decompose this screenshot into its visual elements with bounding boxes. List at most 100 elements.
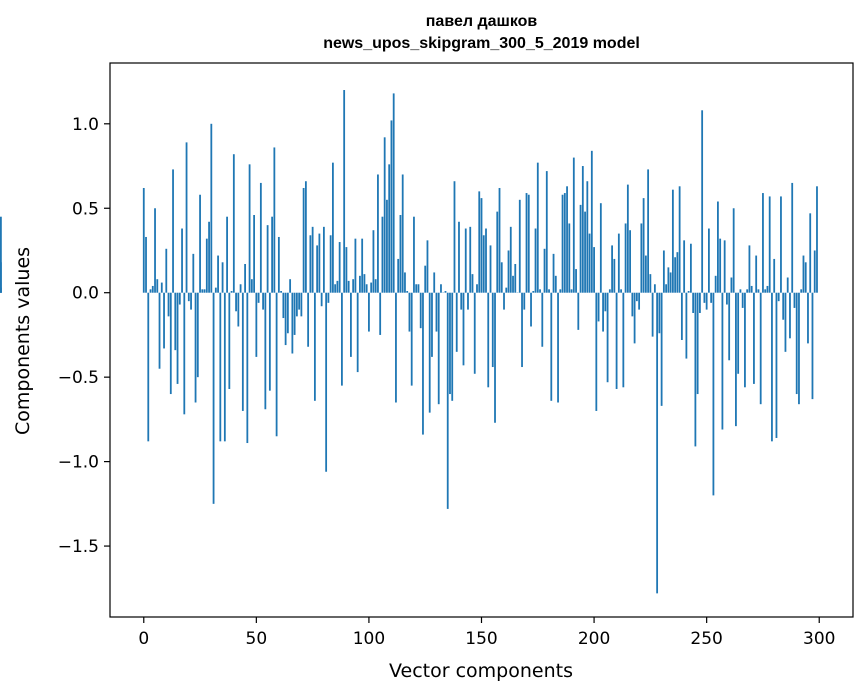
bar-87 xyxy=(338,242,341,293)
bar-25 xyxy=(199,194,201,293)
bar-97 xyxy=(361,238,364,293)
bar-281 xyxy=(775,292,778,438)
bar-57 xyxy=(271,216,274,293)
bar-69 xyxy=(298,292,301,310)
bar-190 xyxy=(570,289,573,293)
bar-232 xyxy=(665,284,668,293)
bar-153 xyxy=(487,292,490,388)
bar-83 xyxy=(329,235,332,293)
bar-251 xyxy=(708,228,710,293)
bar-192 xyxy=(575,269,577,293)
bar-292 xyxy=(800,289,803,293)
bar-185 xyxy=(559,289,562,293)
bar-54 xyxy=(264,292,267,410)
bar-101 xyxy=(370,282,373,293)
bar-39 xyxy=(230,291,233,293)
x-axis: 0 50 100 150 200 250 300 xyxy=(138,617,835,649)
bar-79 xyxy=(320,292,323,307)
bar-278 xyxy=(768,196,771,293)
bar-67 xyxy=(293,292,296,335)
chart-title-line-2: news_upos_skipgram_300_5_2019 model xyxy=(323,35,640,52)
bar-74 xyxy=(309,235,312,293)
bar-41 xyxy=(235,292,237,312)
bar-202 xyxy=(597,292,600,322)
bar-216 xyxy=(629,230,631,293)
bar-62 xyxy=(282,292,285,319)
bar-155 xyxy=(491,292,494,368)
bar-104 xyxy=(377,174,379,293)
bar-275 xyxy=(762,193,764,293)
bar-65 xyxy=(289,279,292,293)
bar-169 xyxy=(523,292,526,310)
bar-179 xyxy=(545,171,548,293)
bar-200 xyxy=(593,247,595,293)
y-tick-label: 1.0 xyxy=(72,115,99,135)
bar-167 xyxy=(518,199,521,293)
bar-91 xyxy=(347,280,350,293)
bars-group xyxy=(0,90,818,594)
bar-150 xyxy=(480,198,483,293)
bar-93 xyxy=(352,279,355,293)
bar-125 xyxy=(424,265,427,293)
bar-116 xyxy=(404,272,406,293)
bar-0 xyxy=(142,187,145,293)
y-tick-label: −1.5 xyxy=(58,537,99,557)
bar-107 xyxy=(383,137,386,293)
bar-144 xyxy=(467,292,469,310)
bar-36 xyxy=(223,292,226,442)
bar-204 xyxy=(602,292,604,332)
bar-19 xyxy=(185,142,188,293)
bar-174 xyxy=(534,228,537,293)
bar-296 xyxy=(809,213,812,293)
bar-238 xyxy=(678,186,681,293)
bar-268 xyxy=(746,289,749,293)
bar-81 xyxy=(325,292,328,472)
bar-142 xyxy=(462,292,465,366)
bar-8 xyxy=(160,282,163,293)
bar-94 xyxy=(354,238,357,293)
bar-143 xyxy=(464,228,467,293)
bar-227 xyxy=(653,284,656,293)
bar-114 xyxy=(399,215,402,293)
bar-45 xyxy=(244,263,246,293)
bar-146 xyxy=(471,274,474,293)
bar-226 xyxy=(651,292,654,337)
bar-90 xyxy=(345,247,348,293)
bar-86 xyxy=(336,280,339,293)
bar-213 xyxy=(622,292,625,388)
bar-293 xyxy=(802,255,805,293)
bar-194 xyxy=(579,204,582,293)
bar-71 xyxy=(302,187,305,293)
x-tick-label: 50 xyxy=(246,629,268,649)
bar-295 xyxy=(807,292,809,344)
bar-208 xyxy=(611,245,613,293)
bar-294 xyxy=(804,262,807,293)
bar-109 xyxy=(388,164,391,293)
bar-26 xyxy=(201,289,204,293)
x-tick-label: 250 xyxy=(690,629,722,649)
bar-163 xyxy=(509,226,512,293)
bar-298 xyxy=(813,250,816,293)
bar-17 xyxy=(181,228,183,293)
bar-243 xyxy=(689,243,692,293)
bar-76 xyxy=(313,292,316,401)
bar-218 xyxy=(633,292,636,344)
bar-233 xyxy=(667,267,670,293)
bar-64 xyxy=(286,292,289,334)
bar-96 xyxy=(359,275,361,293)
bar-228 xyxy=(656,292,659,594)
bar-24 xyxy=(196,292,199,378)
bar-56 xyxy=(268,292,271,391)
bar-82 xyxy=(327,292,330,303)
bar-175 xyxy=(536,162,539,293)
bar-46 xyxy=(246,292,249,444)
bar-119 xyxy=(410,292,413,386)
bar-75 xyxy=(311,226,314,293)
bar-191 xyxy=(572,157,575,293)
bar-80 xyxy=(322,226,325,293)
bar-135 xyxy=(446,292,449,509)
bar-85 xyxy=(334,284,337,293)
bar-206 xyxy=(606,292,609,383)
bar-299 xyxy=(816,186,818,293)
bar-272 xyxy=(755,255,758,293)
